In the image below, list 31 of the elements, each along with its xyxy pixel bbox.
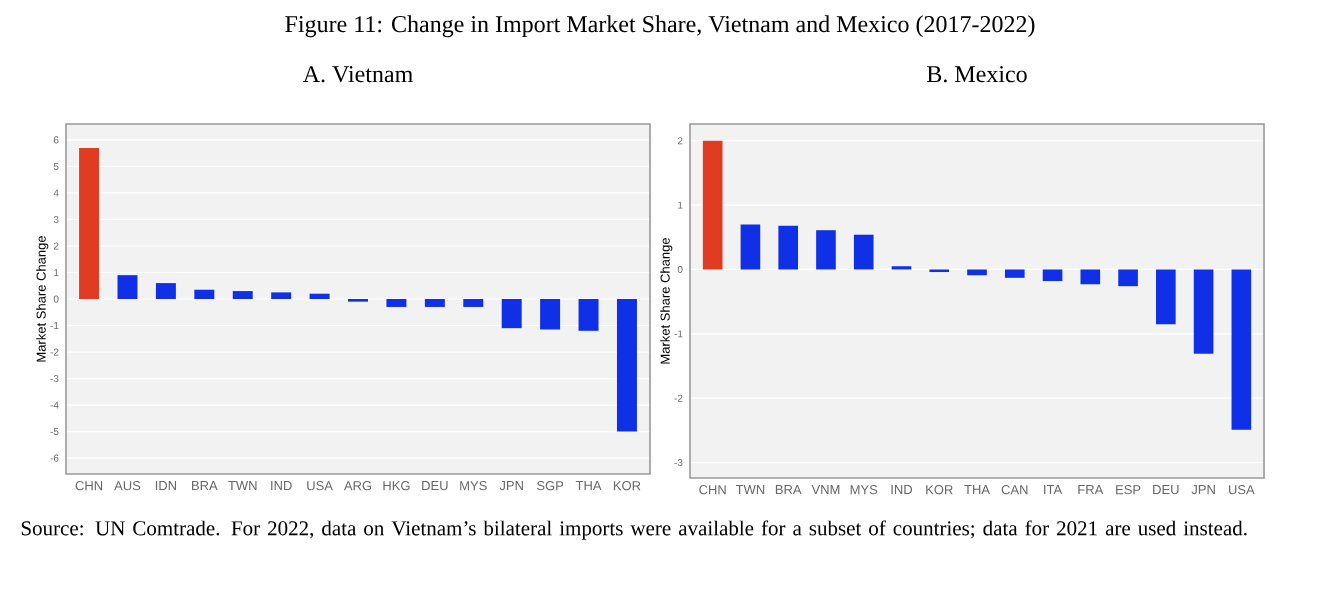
bar xyxy=(463,299,484,307)
chart-subtitle: B. Mexico xyxy=(927,66,1027,83)
bar xyxy=(155,283,176,300)
source-note: Source: UN Comtrade. For 2022, data on Vietnam’s bilateral imports were available for a subset of countries; data for 2021 are used instead. xyxy=(21,520,1247,540)
bar xyxy=(194,289,215,300)
bar xyxy=(309,293,330,300)
bar xyxy=(1156,269,1176,325)
bar xyxy=(967,269,987,276)
bar xyxy=(232,291,253,300)
bar xyxy=(386,299,407,307)
bar xyxy=(501,299,522,329)
bar xyxy=(540,299,561,330)
bar xyxy=(1004,269,1025,278)
bar xyxy=(271,292,292,300)
bar xyxy=(616,299,637,432)
bar xyxy=(816,230,836,270)
bar xyxy=(1193,269,1214,354)
bar xyxy=(702,140,723,270)
chart-subtitle: A. Vietnam xyxy=(302,66,413,83)
bar xyxy=(740,224,761,270)
bar xyxy=(578,299,599,331)
bar xyxy=(1042,269,1063,282)
bar xyxy=(117,275,138,300)
bar xyxy=(424,299,445,307)
bar xyxy=(79,147,100,300)
bar xyxy=(1118,269,1138,287)
bar xyxy=(778,225,799,270)
bar xyxy=(1080,269,1101,285)
chart-title: Figure 11: Change in Import Market Share, Vietnam and Mexico (2017-2022) xyxy=(285,15,1035,38)
bar xyxy=(1231,269,1252,430)
bar xyxy=(853,234,874,270)
